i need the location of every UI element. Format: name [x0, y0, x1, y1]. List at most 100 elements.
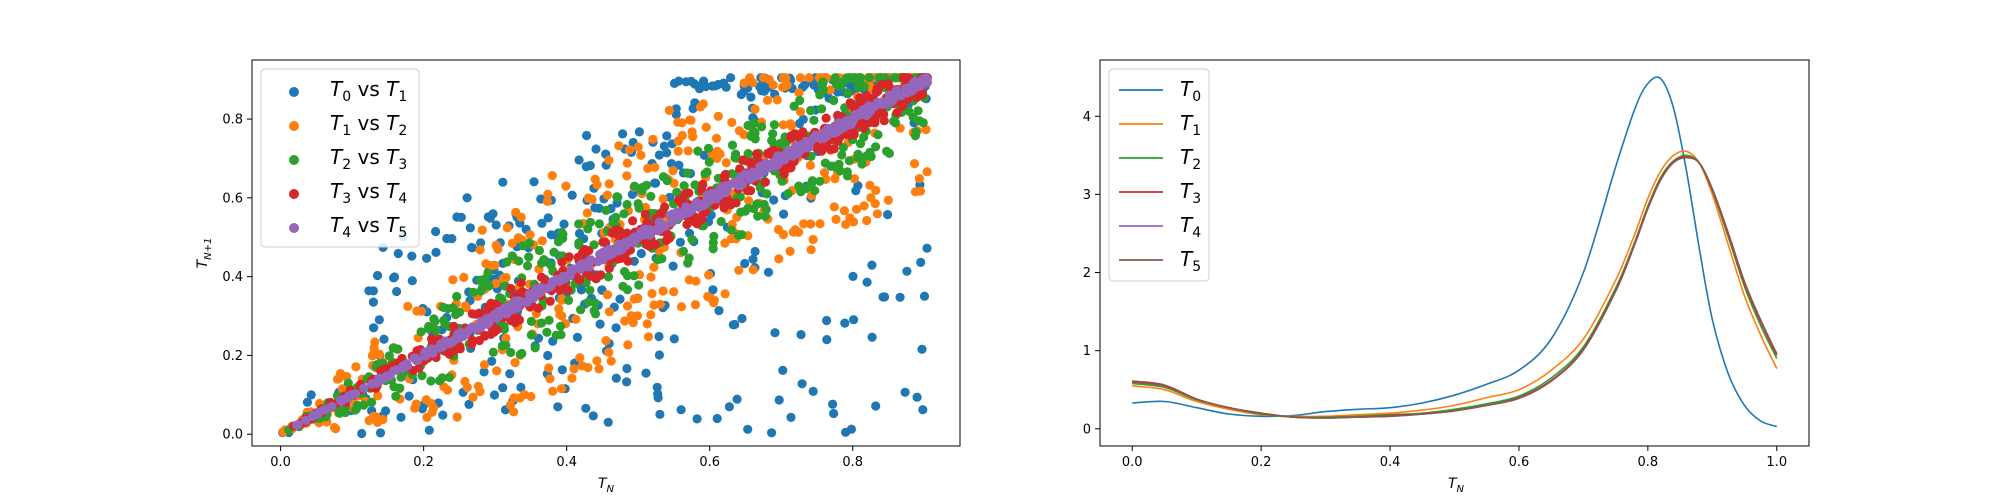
scatter-point — [468, 392, 478, 402]
scatter-point — [374, 315, 384, 325]
scatter-point — [898, 73, 908, 83]
scatter-point — [808, 386, 818, 396]
scatter-point — [574, 228, 585, 239]
scatter-point — [583, 297, 593, 307]
scatter-point — [543, 189, 553, 199]
scatter-point — [523, 261, 533, 271]
scatter-point — [592, 356, 602, 366]
scatter-point — [498, 177, 508, 187]
scatter-point — [688, 132, 698, 142]
x-tick-label: 0.4 — [556, 455, 577, 470]
scatter-point — [372, 417, 383, 427]
scatter-point — [695, 82, 706, 92]
scatter-point — [622, 363, 632, 374]
scatter-point — [780, 155, 790, 165]
scatter-point — [399, 361, 409, 371]
scatter-point — [744, 196, 754, 206]
scatter-point — [779, 209, 789, 219]
density-lines — [1132, 76, 1778, 428]
scatter-point — [507, 238, 517, 248]
scatter-point — [410, 403, 420, 413]
scatter-point — [436, 342, 446, 352]
scatter-point — [449, 321, 459, 331]
legend-label: T1 vs T2 — [330, 111, 407, 139]
y-tick-label: 4 — [1083, 110, 1091, 125]
scatter-point — [449, 345, 460, 355]
scatter-point — [764, 162, 775, 172]
scatter-point — [767, 428, 777, 438]
scatter-point — [576, 305, 586, 315]
scatter-point — [682, 219, 692, 230]
scatter-point — [590, 309, 601, 319]
legend-marker — [289, 155, 299, 165]
y-tick-label: 0.2 — [222, 349, 243, 364]
scatter-point — [837, 77, 848, 87]
scatter-point — [357, 428, 367, 439]
scatter-point — [719, 202, 729, 212]
scatter-point — [768, 129, 778, 139]
scatter-point — [629, 271, 639, 281]
x-tick-label: 0.8 — [842, 455, 863, 470]
scatter-point — [671, 109, 681, 120]
density-ticks: 0.0 0.2 0.4 0.6 0.8 1.0 0 1 2 3 4 — [1083, 110, 1787, 470]
scatter-point — [922, 167, 932, 177]
scatter-point — [515, 349, 526, 359]
scatter-point — [510, 358, 520, 368]
scatter-point — [662, 148, 672, 158]
scatter-point — [862, 91, 872, 101]
scatter-point — [545, 296, 555, 306]
scatter-point — [467, 243, 477, 253]
scatter-point — [490, 260, 500, 270]
scatter-point — [864, 118, 874, 128]
x-tick-label: 0.0 — [270, 455, 291, 470]
scatter-point — [588, 411, 598, 421]
scatter-point — [581, 403, 591, 413]
scatter-point — [762, 95, 773, 105]
scatter-point — [598, 237, 608, 247]
legend-label: T0 vs T1 — [330, 77, 407, 105]
scatter-point — [373, 391, 383, 401]
scatter-point — [821, 113, 831, 123]
scatter-point — [680, 189, 690, 199]
scatter-point — [547, 171, 557, 181]
scatter-point — [381, 406, 391, 416]
scatter-point — [740, 258, 750, 269]
scatter-point — [557, 365, 567, 375]
scatter-point — [601, 205, 611, 215]
scatter-point — [505, 369, 515, 379]
legend-label: T2 — [1180, 145, 1201, 173]
legend-label: T2 vs T3 — [330, 145, 407, 173]
density-plot-frame — [1099, 59, 1810, 447]
scatter-point — [502, 257, 512, 267]
scatter-point — [491, 279, 501, 289]
scatter-point — [704, 157, 714, 167]
scatter-point — [465, 223, 475, 233]
scatter-point — [778, 120, 788, 130]
scatter-point — [556, 384, 567, 394]
scatter-point — [806, 105, 816, 116]
legend-label: T4 — [1180, 213, 1201, 241]
scatter-point — [819, 141, 829, 151]
scatter-point — [604, 179, 614, 189]
scatter-point — [736, 89, 746, 100]
scatter-point — [462, 382, 472, 392]
scatter-point — [646, 191, 656, 201]
scatter-point — [693, 217, 704, 227]
density-line — [1132, 76, 1778, 428]
scatter-point — [412, 306, 422, 316]
scatter-point — [558, 229, 568, 239]
scatter-point — [642, 319, 652, 329]
scatter-point — [582, 208, 592, 218]
scatter-point — [337, 384, 347, 394]
scatter-point — [846, 119, 857, 129]
scatter-point — [672, 187, 682, 197]
scatter-point — [828, 399, 838, 409]
scatter-point — [467, 309, 477, 319]
scatter-point — [871, 87, 881, 97]
scatter-point — [864, 73, 874, 83]
scatter-point — [622, 171, 632, 181]
scatter-point — [658, 194, 668, 204]
scatter-point — [420, 351, 430, 361]
scatter-point — [576, 285, 587, 295]
scatter-point — [793, 147, 803, 157]
